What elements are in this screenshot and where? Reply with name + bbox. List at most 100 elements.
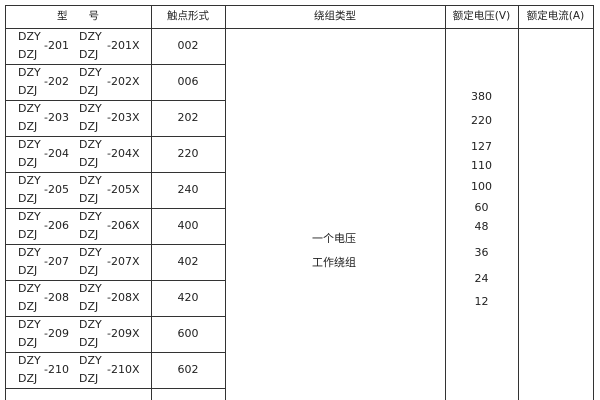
model-part: DZY <box>18 210 41 223</box>
row-divider <box>5 352 225 353</box>
model-part: -204X <box>107 147 140 160</box>
table-row: DZY DZJ -209 DZY DZJ -209X 600 <box>5 316 225 352</box>
contact-form: 602 <box>177 363 199 376</box>
model-part: -207X <box>107 255 140 268</box>
model-part: -209 <box>44 327 69 340</box>
model-part: DZY <box>79 30 102 43</box>
contact-form: 002 <box>177 39 199 52</box>
row-divider <box>5 280 225 281</box>
border <box>5 5 6 400</box>
model-part: -204 <box>44 147 69 160</box>
model-part: -205 <box>44 183 69 196</box>
contact-form: 400 <box>177 219 199 232</box>
model-part: DZJ <box>18 300 38 313</box>
model-part: DZY <box>79 138 102 151</box>
model-part: DZJ <box>18 120 38 133</box>
table-row: DZY DZJ -202 DZY DZJ -202X 006 <box>5 64 225 100</box>
model-part: -210X <box>107 363 140 376</box>
model-part: DZJ <box>18 84 38 97</box>
voltage-value: 48 <box>474 220 489 233</box>
contact-form: 202 <box>177 111 199 124</box>
model-part: DZJ <box>18 156 38 169</box>
model-part: DZJ <box>79 372 99 385</box>
model-part: DZJ <box>79 84 99 97</box>
header-model: 型 号 <box>57 10 99 22</box>
model-part: DZY <box>79 66 102 79</box>
voltage-value: 36 <box>474 246 489 259</box>
voltage-value: 110 <box>471 159 492 172</box>
model-part: DZY <box>79 102 102 115</box>
contact-form: 402 <box>177 255 199 268</box>
model-part: DZJ <box>79 48 99 61</box>
model-part: DZY <box>18 138 41 151</box>
model-part: -209X <box>107 327 140 340</box>
model-part: DZY <box>79 210 102 223</box>
model-part: -202 <box>44 75 69 88</box>
border <box>225 5 226 400</box>
model-part: -208X <box>107 291 140 304</box>
model-part: DZJ <box>18 48 38 61</box>
model-part: DZY <box>18 318 41 331</box>
model-part: DZJ <box>79 336 99 349</box>
border <box>5 5 594 6</box>
contact-form: 220 <box>177 147 199 160</box>
table-row: DZY DZJ -208 DZY DZJ -208X 420 <box>5 280 225 316</box>
row-divider <box>5 100 225 101</box>
winding-line-1: 一个电压 <box>312 232 356 245</box>
table-row: DZY DZJ -206 DZY DZJ -206X 400 <box>5 208 225 244</box>
row-divider <box>5 172 225 173</box>
model-part: -202X <box>107 75 140 88</box>
model-part: DZY <box>18 246 41 259</box>
model-part: DZJ <box>18 372 38 385</box>
model-part: -207 <box>44 255 69 268</box>
model-part: -210 <box>44 363 69 376</box>
border <box>445 5 446 400</box>
model-part: DZJ <box>79 264 99 277</box>
model-part: DZY <box>79 246 102 259</box>
model-part: DZY <box>18 66 41 79</box>
model-part: -203 <box>44 111 69 124</box>
voltage-value: 220 <box>471 114 492 127</box>
model-part: -208 <box>44 291 69 304</box>
model-part: DZY <box>18 354 41 367</box>
model-part: DZY <box>18 102 41 115</box>
model-part: DZY <box>18 174 41 187</box>
header-winding: 绕组类型 <box>314 10 356 22</box>
header-voltage: 额定电压(V) <box>452 10 511 22</box>
contact-form: 240 <box>177 183 199 196</box>
model-part: DZY <box>18 30 41 43</box>
contact-form: 600 <box>177 327 199 340</box>
model-part: -201 <box>44 39 69 52</box>
row-divider <box>5 244 225 245</box>
model-part: DZJ <box>18 336 38 349</box>
model-part: DZY <box>79 354 102 367</box>
row-divider <box>5 64 225 65</box>
row-divider <box>5 316 225 317</box>
winding-line-2: 工作绕组 <box>312 256 356 269</box>
voltage-value: 380 <box>471 90 492 103</box>
border <box>518 5 519 400</box>
table-row: DZY DZJ -203 DZY DZJ -203X 202 <box>5 100 225 136</box>
header-contact: 触点形式 <box>167 10 209 22</box>
model-part: DZJ <box>79 192 99 205</box>
border <box>151 5 152 400</box>
voltage-value: 24 <box>474 272 489 285</box>
row-divider <box>5 136 225 137</box>
row-divider <box>5 208 225 209</box>
header-current: 额定电流(A) <box>526 10 585 22</box>
voltage-value: 60 <box>474 201 489 214</box>
voltage-value: 100 <box>471 180 492 193</box>
model-part: DZY <box>79 282 102 295</box>
table-row: DZY DZJ -210 DZY DZJ -210X 602 <box>5 352 225 388</box>
model-part: DZJ <box>18 228 38 241</box>
model-part: -203X <box>107 111 140 124</box>
model-part: -205X <box>107 183 140 196</box>
voltage-value: 127 <box>471 140 492 153</box>
model-part: DZJ <box>79 120 99 133</box>
table-row: DZY DZJ -207 DZY DZJ -207X 402 <box>5 244 225 280</box>
row-divider <box>5 388 225 389</box>
model-part: DZJ <box>79 228 99 241</box>
model-part: DZY <box>79 318 102 331</box>
model-part: -201X <box>107 39 140 52</box>
model-part: DZJ <box>79 300 99 313</box>
